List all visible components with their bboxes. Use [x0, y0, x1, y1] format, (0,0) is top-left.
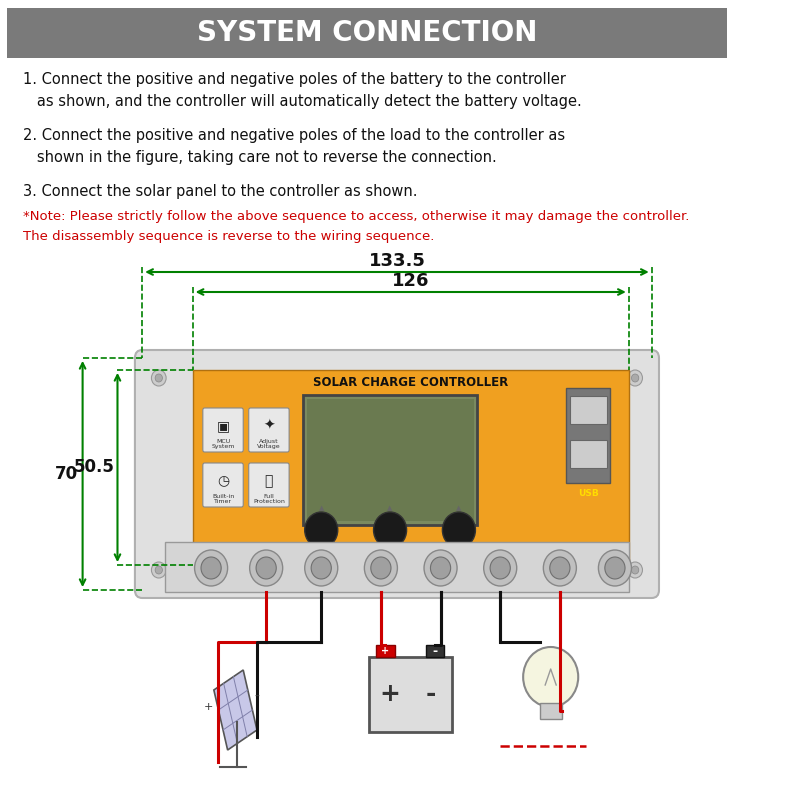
- Circle shape: [628, 562, 642, 578]
- Text: MCU
System: MCU System: [211, 438, 234, 450]
- FancyBboxPatch shape: [135, 350, 659, 598]
- Bar: [566, 388, 610, 483]
- Text: The disassembly sequence is reverse to the wiring sequence.: The disassembly sequence is reverse to t…: [23, 230, 434, 243]
- Text: 2. Connect the positive and negative poles of the load to the controller as
   s: 2. Connect the positive and negative pol…: [23, 128, 565, 165]
- Text: -: -: [433, 645, 438, 658]
- Bar: [303, 395, 478, 525]
- Text: *Note: Please strictly follow the above sequence to access, otherwise it may dam: *Note: Please strictly follow the above …: [23, 210, 690, 223]
- Text: Adjust
Voltage: Adjust Voltage: [257, 438, 281, 450]
- Circle shape: [543, 550, 576, 586]
- Circle shape: [523, 647, 578, 707]
- Text: ▲: ▲: [318, 505, 324, 511]
- Circle shape: [484, 550, 517, 586]
- Circle shape: [550, 557, 570, 579]
- Circle shape: [598, 550, 631, 586]
- Circle shape: [631, 374, 638, 382]
- Text: ◷: ◷: [217, 474, 229, 488]
- Text: ▲: ▲: [456, 505, 462, 511]
- FancyBboxPatch shape: [203, 408, 243, 452]
- Circle shape: [256, 557, 276, 579]
- Text: ▲: ▲: [387, 505, 393, 511]
- Text: 1. Connect the positive and negative poles of the battery to the controller
   a: 1. Connect the positive and negative pol…: [23, 72, 582, 109]
- Text: Full
Protection: Full Protection: [253, 494, 285, 504]
- Circle shape: [605, 557, 625, 579]
- Circle shape: [374, 512, 406, 548]
- Circle shape: [430, 557, 450, 579]
- Circle shape: [201, 557, 221, 579]
- Circle shape: [631, 566, 638, 574]
- Bar: [369, 657, 451, 732]
- Circle shape: [151, 562, 166, 578]
- Text: ✦: ✦: [263, 419, 274, 433]
- Text: 133.5: 133.5: [369, 252, 426, 270]
- Circle shape: [194, 550, 228, 586]
- Circle shape: [628, 370, 642, 386]
- Circle shape: [250, 550, 282, 586]
- Circle shape: [311, 557, 331, 579]
- Text: 50.5: 50.5: [74, 458, 114, 477]
- Bar: [376, 645, 394, 657]
- Circle shape: [424, 550, 457, 586]
- Text: Built-in
Timer: Built-in Timer: [212, 494, 234, 504]
- Text: -: -: [254, 690, 259, 704]
- Circle shape: [442, 512, 475, 548]
- Text: ▣: ▣: [217, 419, 230, 433]
- Text: 70: 70: [55, 465, 78, 483]
- Text: -: -: [426, 682, 436, 706]
- Text: SOLAR CHARGE CONTROLLER: SOLAR CHARGE CONTROLLER: [313, 377, 508, 390]
- Text: +: +: [204, 702, 213, 712]
- Text: +: +: [380, 682, 401, 706]
- Text: 126: 126: [392, 272, 430, 290]
- Bar: [166, 542, 629, 592]
- Circle shape: [155, 374, 162, 382]
- Bar: [193, 370, 629, 565]
- Text: +: +: [382, 646, 390, 656]
- Bar: [570, 396, 606, 424]
- Circle shape: [370, 557, 391, 579]
- Bar: [540, 703, 562, 719]
- Circle shape: [490, 557, 510, 579]
- Circle shape: [305, 550, 338, 586]
- FancyBboxPatch shape: [249, 408, 289, 452]
- Text: 3. Connect the solar panel to the controller as shown.: 3. Connect the solar panel to the contro…: [23, 184, 418, 199]
- Bar: [426, 645, 444, 657]
- Bar: [7, 8, 727, 58]
- Polygon shape: [214, 670, 257, 750]
- Bar: [570, 440, 606, 468]
- Text: USB: USB: [578, 489, 598, 498]
- FancyBboxPatch shape: [203, 463, 243, 507]
- FancyBboxPatch shape: [249, 463, 289, 507]
- Circle shape: [151, 370, 166, 386]
- Circle shape: [305, 512, 338, 548]
- Bar: [306, 399, 474, 521]
- Text: SYSTEM CONNECTION: SYSTEM CONNECTION: [197, 19, 538, 47]
- Circle shape: [364, 550, 398, 586]
- Text: 🔒: 🔒: [265, 474, 273, 488]
- Circle shape: [155, 566, 162, 574]
